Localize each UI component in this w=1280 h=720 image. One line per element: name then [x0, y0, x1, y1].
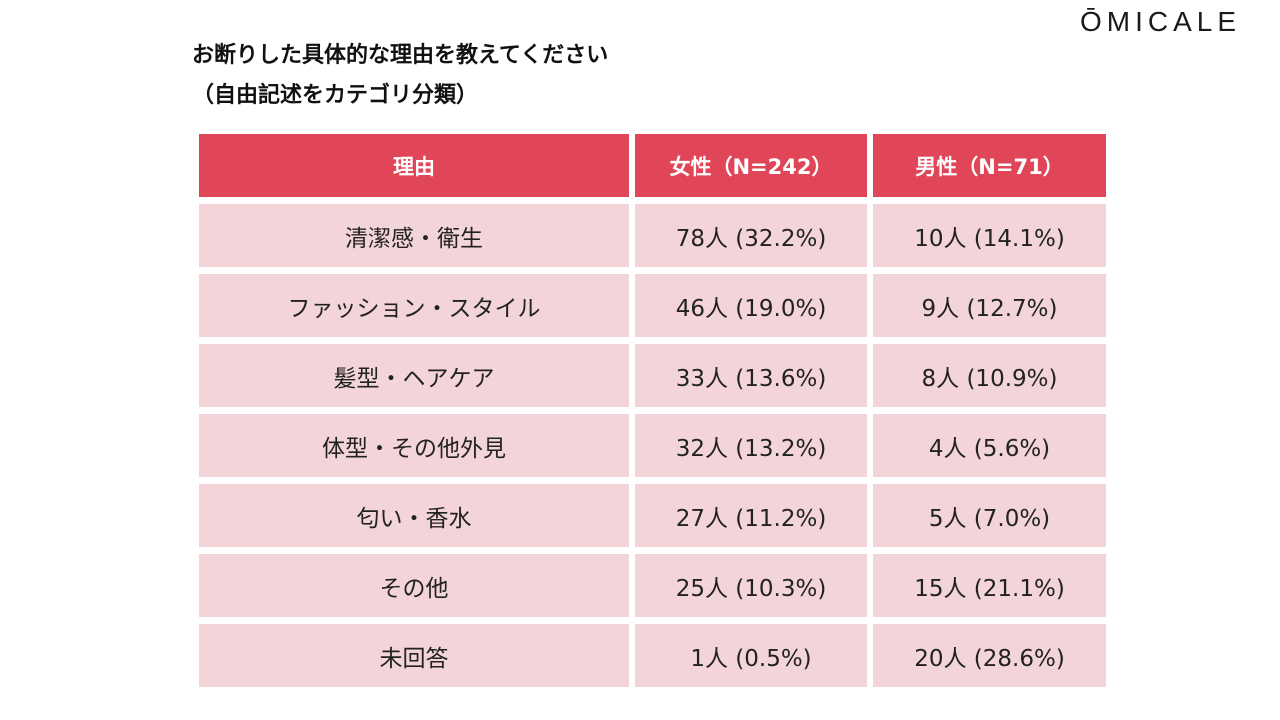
cell-female: 27人 (11.2%)	[635, 484, 867, 547]
header-female: 女性（N=242）	[635, 134, 867, 197]
cell-male: 9人 (12.7%)	[873, 274, 1106, 337]
page-title: お断りした具体的な理由を教えてください （自由記述をカテゴリ分類）	[192, 36, 608, 116]
cell-male: 20人 (28.6%)	[873, 624, 1106, 687]
table-row: 匂い・香水 27人 (11.2%) 5人 (7.0%)	[199, 484, 1106, 547]
header-male: 男性（N=71）	[873, 134, 1106, 197]
cell-female: 1人 (0.5%)	[635, 624, 867, 687]
cell-female: 46人 (19.0%)	[635, 274, 867, 337]
cell-reason: その他	[199, 554, 629, 617]
cell-reason: ファッション・スタイル	[199, 274, 629, 337]
cell-male: 10人 (14.1%)	[873, 204, 1106, 267]
cell-male: 8人 (10.9%)	[873, 344, 1106, 407]
table-row: 体型・その他外見 32人 (13.2%) 4人 (5.6%)	[199, 414, 1106, 477]
cell-female: 78人 (32.2%)	[635, 204, 867, 267]
cell-reason: 髪型・ヘアケア	[199, 344, 629, 407]
cell-male: 15人 (21.1%)	[873, 554, 1106, 617]
cell-male: 5人 (7.0%)	[873, 484, 1106, 547]
table-row: 清潔感・衛生 78人 (32.2%) 10人 (14.1%)	[199, 204, 1106, 267]
cell-female: 25人 (10.3%)	[635, 554, 867, 617]
table-row: 未回答 1人 (0.5%) 20人 (28.6%)	[199, 624, 1106, 687]
table-row: その他 25人 (10.3%) 15人 (21.1%)	[199, 554, 1106, 617]
table-row: ファッション・スタイル 46人 (19.0%) 9人 (12.7%)	[199, 274, 1106, 337]
table-row: 髪型・ヘアケア 33人 (13.6%) 8人 (10.9%)	[199, 344, 1106, 407]
cell-reason: 未回答	[199, 624, 629, 687]
table-header-row: 理由 女性（N=242） 男性（N=71）	[199, 134, 1106, 197]
title-line-1: お断りした具体的な理由を教えてください	[192, 43, 609, 68]
title-line-2: （自由記述をカテゴリ分類）	[192, 83, 479, 108]
cell-female: 33人 (13.6%)	[635, 344, 867, 407]
cell-reason: 体型・その他外見	[199, 414, 629, 477]
omicale-logo: ŌMICALE	[1080, 6, 1242, 37]
reasons-table: 理由 女性（N=242） 男性（N=71） 清潔感・衛生 78人 (32.2%) 1…	[193, 127, 1112, 694]
cell-reason: 匂い・香水	[199, 484, 629, 547]
header-reason: 理由	[199, 134, 629, 197]
cell-female: 32人 (13.2%)	[635, 414, 867, 477]
cell-reason: 清潔感・衛生	[199, 204, 629, 267]
cell-male: 4人 (5.6%)	[873, 414, 1106, 477]
